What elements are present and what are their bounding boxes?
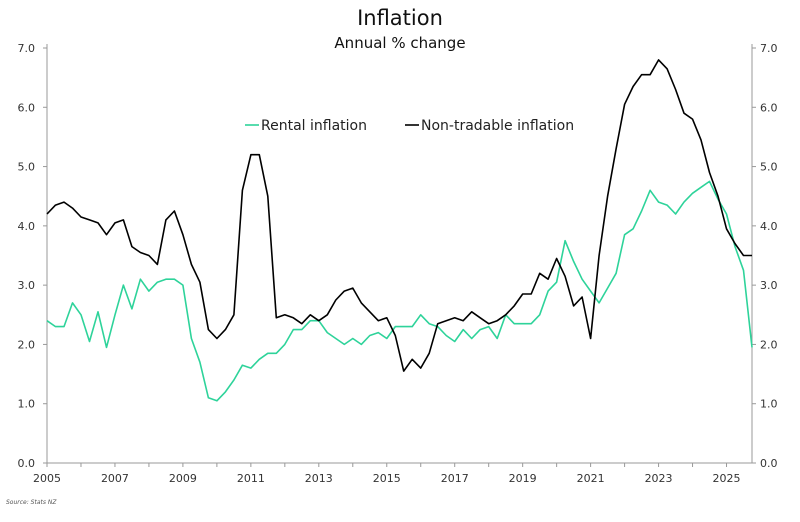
- y-tick-label-left: 2.0: [18, 338, 36, 351]
- x-tick-label: 2009: [169, 472, 197, 485]
- x-tick-label: 2017: [441, 472, 469, 485]
- y-tick-label-left: 4.0: [18, 220, 36, 233]
- legend-label: Rental inflation: [261, 118, 367, 134]
- x-tick-label: 2023: [645, 472, 673, 485]
- chart-title: Inflation: [357, 6, 443, 30]
- y-tick-label-left: 7.0: [18, 42, 36, 55]
- y-tick-label-right: 6.0: [760, 101, 778, 114]
- y-tick-label-left: 6.0: [18, 101, 36, 114]
- x-tick-label: 2011: [237, 472, 265, 485]
- y-tick-label-left: 5.0: [18, 161, 36, 174]
- legend-label: Non-tradable inflation: [421, 118, 574, 134]
- y-tick-label-right: 1.0: [760, 398, 778, 411]
- x-tick-label: 2015: [373, 472, 401, 485]
- y-tick-label-right: 7.0: [760, 42, 778, 55]
- y-tick-label-right: 0.0: [760, 457, 778, 470]
- y-tick-label-left: 0.0: [18, 457, 36, 470]
- x-tick-label: 2021: [577, 472, 605, 485]
- x-tick-label: 2007: [101, 472, 129, 485]
- x-tick-label: 2025: [713, 472, 741, 485]
- y-tick-label-right: 5.0: [760, 161, 778, 174]
- y-tick-label-right: 2.0: [760, 338, 778, 351]
- source-note: Source: Stats NZ: [6, 499, 57, 506]
- y-tick-label-left: 1.0: [18, 398, 36, 411]
- chart-subtitle: Annual % change: [334, 34, 466, 52]
- x-tick-label: 2005: [33, 472, 61, 485]
- y-tick-label-left: 3.0: [18, 279, 36, 292]
- x-tick-label: 2019: [509, 472, 537, 485]
- x-tick-label: 2013: [305, 472, 333, 485]
- y-tick-label-right: 3.0: [760, 279, 778, 292]
- series-line-non-tradable: [46, 59, 752, 372]
- series-line-rental: [46, 180, 753, 402]
- y-tick-label-right: 4.0: [760, 220, 778, 233]
